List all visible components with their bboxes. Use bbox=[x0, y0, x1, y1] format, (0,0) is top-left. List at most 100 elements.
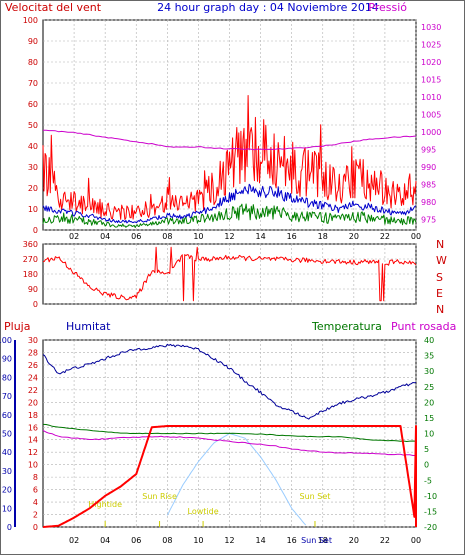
series-pressure bbox=[42, 129, 417, 151]
p1-xtick-20: 20 bbox=[349, 232, 359, 241]
p1-y2tick-1005: 1005 bbox=[421, 111, 441, 120]
marker-sun-set-bottom: Sun Set bbox=[301, 536, 332, 545]
p3-xtick-12: 12 bbox=[224, 536, 234, 545]
p3-rain-tick-18: 18 bbox=[28, 411, 38, 420]
p1-y2tick-1015: 1015 bbox=[421, 76, 441, 85]
p3-rain-tick-24: 24 bbox=[28, 373, 38, 382]
p3-hum-tick-50: 50 bbox=[2, 430, 12, 439]
p1-xtick-22: 22 bbox=[380, 232, 390, 241]
p1-xtick-02: 02 bbox=[69, 232, 79, 241]
p2-direction-N-4: N bbox=[436, 303, 444, 316]
p3-rain-tick-2: 2 bbox=[33, 511, 38, 520]
p1-xtick-12: 12 bbox=[224, 232, 234, 241]
p1-y2tick-980: 980 bbox=[421, 198, 436, 207]
p3-xtick-00: 00 bbox=[411, 536, 421, 545]
p1-ytick-30: 30 bbox=[28, 163, 38, 172]
label-humidity: Humitat bbox=[66, 320, 111, 333]
series-wind-minimum bbox=[42, 203, 417, 228]
p2-direction-N-0: N bbox=[436, 238, 444, 251]
p3-rain-tick-16: 16 bbox=[28, 423, 38, 432]
p3-temp-tick--5: -5 bbox=[424, 476, 432, 485]
p1-ytick-50: 50 bbox=[28, 121, 38, 130]
p3-hum-tick-70: 70 bbox=[2, 392, 12, 401]
marker-low-label: Lowtide bbox=[188, 507, 219, 516]
p1-ytick-80: 80 bbox=[28, 58, 38, 67]
series-wind-average bbox=[42, 183, 417, 224]
p3-hum-tick-0: 0 bbox=[7, 523, 12, 532]
p1-xtick-06: 06 bbox=[131, 232, 141, 241]
p1-y2tick-1000: 1000 bbox=[421, 128, 441, 137]
p2-ytick-360: 360 bbox=[23, 240, 38, 249]
p3-xtick-16: 16 bbox=[287, 536, 297, 545]
p1-ytick-10: 10 bbox=[28, 205, 38, 214]
p3-xtick-14: 14 bbox=[255, 536, 265, 545]
header-left: Velocitat del vent bbox=[5, 1, 102, 14]
series-temperature bbox=[42, 423, 417, 442]
p3-xtick-06: 06 bbox=[131, 536, 141, 545]
p3-xtick-10: 10 bbox=[193, 536, 203, 545]
p3-rain-tick-22: 22 bbox=[28, 386, 38, 395]
p1-ytick-60: 60 bbox=[28, 100, 38, 109]
p2-direction-E-3: E bbox=[436, 287, 443, 300]
series-rain bbox=[42, 425, 417, 528]
p3-xtick-08: 08 bbox=[162, 536, 172, 545]
p3-rain-tick-20: 20 bbox=[28, 398, 38, 407]
p1-xtick-14: 14 bbox=[255, 232, 265, 241]
p1-xtick-16: 16 bbox=[287, 232, 297, 241]
p3-xtick-20: 20 bbox=[349, 536, 359, 545]
p1-ytick-20: 20 bbox=[28, 184, 38, 193]
p2-direction-W-1: W bbox=[436, 254, 447, 267]
p1-y2tick-985: 985 bbox=[421, 181, 436, 190]
label-rain: Pluja bbox=[4, 320, 30, 333]
header-title: 24 hour graph day : 04 Noviembre 2014 bbox=[157, 1, 379, 14]
series-dewpoint bbox=[42, 429, 416, 456]
p1-ytick-0: 0 bbox=[33, 226, 38, 235]
p1-ytick-70: 70 bbox=[28, 79, 38, 88]
p3-rain-tick-14: 14 bbox=[28, 436, 38, 445]
p2-direction-S-2: S bbox=[436, 271, 443, 284]
p3-xtick-04: 04 bbox=[100, 536, 110, 545]
p3-temp-tick--15: -15 bbox=[424, 507, 437, 516]
p2-ytick-0: 0 bbox=[33, 300, 38, 309]
p3-xtick-22: 22 bbox=[380, 536, 390, 545]
marker-high-label: Hightide bbox=[88, 500, 122, 509]
p3-temp-tick-35: 35 bbox=[424, 352, 434, 361]
p2-ytick-90: 90 bbox=[28, 285, 38, 294]
p1-xtick-18: 18 bbox=[318, 232, 328, 241]
p3-temp-tick-15: 15 bbox=[424, 414, 434, 423]
p3-xtick-02: 02 bbox=[69, 536, 79, 545]
p3-hum-tick-20: 20 bbox=[2, 486, 12, 495]
p3-temp-tick-20: 20 bbox=[424, 398, 434, 407]
p1-y2tick-1025: 1025 bbox=[421, 41, 441, 50]
p1-ytick-90: 90 bbox=[28, 37, 38, 46]
p1-y2tick-1020: 1020 bbox=[421, 58, 441, 67]
series-wind-direction bbox=[42, 246, 417, 302]
p1-y2tick-995: 995 bbox=[421, 146, 436, 155]
p1-ytick-100: 100 bbox=[23, 16, 38, 25]
p3-rain-tick-30: 30 bbox=[28, 336, 38, 345]
p3-temp-tick--10: -10 bbox=[424, 492, 437, 501]
p3-hum-tick-10: 10 bbox=[2, 504, 12, 513]
p3-rain-tick-4: 4 bbox=[33, 498, 38, 507]
p1-ytick-40: 40 bbox=[28, 142, 38, 151]
p3-hum-tick-90: 90 bbox=[2, 355, 12, 364]
p3-temp-tick-30: 30 bbox=[424, 367, 434, 376]
p3-hum-tick-80: 80 bbox=[2, 373, 12, 382]
p3-rain-tick-8: 8 bbox=[33, 473, 38, 482]
p1-y2tick-975: 975 bbox=[421, 216, 436, 225]
p1-y2tick-990: 990 bbox=[421, 163, 436, 172]
marker-set-label: Sun Set bbox=[300, 492, 331, 501]
p3-temp-tick-5: 5 bbox=[424, 445, 429, 454]
p3-xtick-18: 18 bbox=[318, 536, 328, 545]
series-wind-gust bbox=[42, 95, 417, 220]
p3-temp-tick--20: -20 bbox=[424, 523, 437, 532]
p3-hum-tick-30: 30 bbox=[2, 467, 12, 476]
p1-xtick-04: 04 bbox=[100, 232, 110, 241]
p3-rain-tick-28: 28 bbox=[28, 348, 38, 357]
p3-rain-tick-6: 6 bbox=[33, 486, 38, 495]
p3-rain-tick-0: 0 bbox=[33, 523, 38, 532]
p1-xtick-08: 08 bbox=[162, 232, 172, 241]
p1-xtick-10: 10 bbox=[193, 232, 203, 241]
